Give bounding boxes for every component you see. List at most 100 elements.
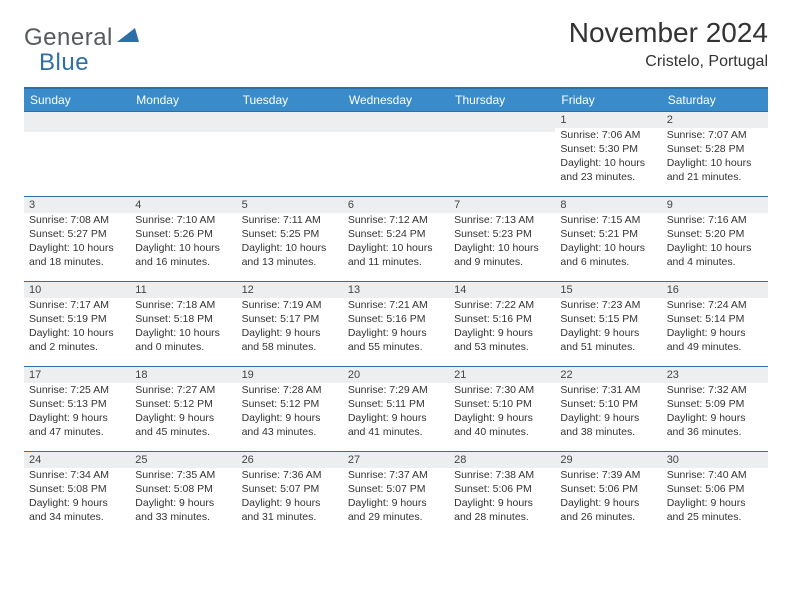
daylight-text: Daylight: 10 hours and 13 minutes. xyxy=(242,241,338,269)
day-cell: 7Sunrise: 7:13 AMSunset: 5:23 PMDaylight… xyxy=(449,196,555,281)
daylight-text: Daylight: 10 hours and 11 minutes. xyxy=(348,241,444,269)
sunset-text: Sunset: 5:06 PM xyxy=(454,482,550,496)
daylight-text: Daylight: 10 hours and 6 minutes. xyxy=(560,241,656,269)
day-detail: Sunrise: 7:18 AMSunset: 5:18 PMDaylight:… xyxy=(130,298,236,359)
day-number: 1 xyxy=(555,112,661,128)
sunset-text: Sunset: 5:21 PM xyxy=(560,227,656,241)
day-detail: Sunrise: 7:22 AMSunset: 5:16 PMDaylight:… xyxy=(449,298,555,359)
day-cell: 16Sunrise: 7:24 AMSunset: 5:14 PMDayligh… xyxy=(662,281,768,366)
page: General November 2024 Cristelo, Portugal… xyxy=(0,0,792,554)
sunrise-text: Sunrise: 7:13 AM xyxy=(454,213,550,227)
sunset-text: Sunset: 5:12 PM xyxy=(242,397,338,411)
sunset-text: Sunset: 5:14 PM xyxy=(667,312,763,326)
day-cell: 25Sunrise: 7:35 AMSunset: 5:08 PMDayligh… xyxy=(130,451,236,536)
daylight-text: Daylight: 9 hours and 26 minutes. xyxy=(560,496,656,524)
empty-day xyxy=(24,112,130,132)
daylight-text: Daylight: 10 hours and 9 minutes. xyxy=(454,241,550,269)
day-number: 25 xyxy=(130,452,236,468)
day-number: 27 xyxy=(343,452,449,468)
day-cell: 8Sunrise: 7:15 AMSunset: 5:21 PMDaylight… xyxy=(555,196,661,281)
day-number: 8 xyxy=(555,197,661,213)
day-number: 22 xyxy=(555,367,661,383)
day-detail: Sunrise: 7:30 AMSunset: 5:10 PMDaylight:… xyxy=(449,383,555,444)
day-cell xyxy=(237,111,343,196)
sunset-text: Sunset: 5:08 PM xyxy=(29,482,125,496)
sunset-text: Sunset: 5:23 PM xyxy=(454,227,550,241)
day-number: 4 xyxy=(130,197,236,213)
title-block: November 2024 Cristelo, Portugal xyxy=(569,18,768,71)
day-cell: 24Sunrise: 7:34 AMSunset: 5:08 PMDayligh… xyxy=(24,451,130,536)
sunrise-text: Sunrise: 7:34 AM xyxy=(29,468,125,482)
sunset-text: Sunset: 5:09 PM xyxy=(667,397,763,411)
sunset-text: Sunset: 5:28 PM xyxy=(667,142,763,156)
day-header: Thursday xyxy=(449,88,555,112)
day-cell: 28Sunrise: 7:38 AMSunset: 5:06 PMDayligh… xyxy=(449,451,555,536)
calendar-head: SundayMondayTuesdayWednesdayThursdayFrid… xyxy=(24,88,768,112)
day-number: 29 xyxy=(555,452,661,468)
day-number: 12 xyxy=(237,282,343,298)
sunset-text: Sunset: 5:11 PM xyxy=(348,397,444,411)
day-number: 15 xyxy=(555,282,661,298)
empty-day xyxy=(449,112,555,132)
sunset-text: Sunset: 5:16 PM xyxy=(454,312,550,326)
sunrise-text: Sunrise: 7:11 AM xyxy=(242,213,338,227)
day-number: 14 xyxy=(449,282,555,298)
day-detail: Sunrise: 7:13 AMSunset: 5:23 PMDaylight:… xyxy=(449,213,555,274)
day-cell: 23Sunrise: 7:32 AMSunset: 5:09 PMDayligh… xyxy=(662,366,768,451)
day-number: 23 xyxy=(662,367,768,383)
brand-general: General xyxy=(24,24,113,52)
sunset-text: Sunset: 5:26 PM xyxy=(135,227,231,241)
sunrise-text: Sunrise: 7:24 AM xyxy=(667,298,763,312)
day-cell: 17Sunrise: 7:25 AMSunset: 5:13 PMDayligh… xyxy=(24,366,130,451)
day-detail: Sunrise: 7:06 AMSunset: 5:30 PMDaylight:… xyxy=(555,128,661,189)
day-cell xyxy=(130,111,236,196)
day-detail: Sunrise: 7:19 AMSunset: 5:17 PMDaylight:… xyxy=(237,298,343,359)
day-number: 24 xyxy=(24,452,130,468)
month-title: November 2024 xyxy=(569,18,768,49)
sunset-text: Sunset: 5:27 PM xyxy=(29,227,125,241)
daylight-text: Daylight: 9 hours and 29 minutes. xyxy=(348,496,444,524)
logo-triangle-icon xyxy=(117,26,139,47)
day-cell: 1Sunrise: 7:06 AMSunset: 5:30 PMDaylight… xyxy=(555,111,661,196)
day-cell: 30Sunrise: 7:40 AMSunset: 5:06 PMDayligh… xyxy=(662,451,768,536)
daylight-text: Daylight: 10 hours and 18 minutes. xyxy=(29,241,125,269)
day-detail: Sunrise: 7:24 AMSunset: 5:14 PMDaylight:… xyxy=(662,298,768,359)
sunrise-text: Sunrise: 7:15 AM xyxy=(560,213,656,227)
location-title: Cristelo, Portugal xyxy=(569,53,768,71)
sunrise-text: Sunrise: 7:31 AM xyxy=(560,383,656,397)
daylight-text: Daylight: 9 hours and 25 minutes. xyxy=(667,496,763,524)
day-cell: 14Sunrise: 7:22 AMSunset: 5:16 PMDayligh… xyxy=(449,281,555,366)
day-cell: 11Sunrise: 7:18 AMSunset: 5:18 PMDayligh… xyxy=(130,281,236,366)
day-number: 21 xyxy=(449,367,555,383)
sunset-text: Sunset: 5:30 PM xyxy=(560,142,656,156)
sunrise-text: Sunrise: 7:10 AM xyxy=(135,213,231,227)
sunrise-text: Sunrise: 7:28 AM xyxy=(242,383,338,397)
day-cell: 3Sunrise: 7:08 AMSunset: 5:27 PMDaylight… xyxy=(24,196,130,281)
daylight-text: Daylight: 9 hours and 40 minutes. xyxy=(454,411,550,439)
day-number: 9 xyxy=(662,197,768,213)
day-cell: 15Sunrise: 7:23 AMSunset: 5:15 PMDayligh… xyxy=(555,281,661,366)
day-number: 10 xyxy=(24,282,130,298)
day-detail: Sunrise: 7:35 AMSunset: 5:08 PMDaylight:… xyxy=(130,468,236,529)
day-number: 28 xyxy=(449,452,555,468)
day-header: Tuesday xyxy=(237,88,343,112)
daylight-text: Daylight: 9 hours and 55 minutes. xyxy=(348,326,444,354)
day-number: 20 xyxy=(343,367,449,383)
sunrise-text: Sunrise: 7:06 AM xyxy=(560,128,656,142)
daylight-text: Daylight: 9 hours and 51 minutes. xyxy=(560,326,656,354)
sunset-text: Sunset: 5:06 PM xyxy=(667,482,763,496)
day-cell: 6Sunrise: 7:12 AMSunset: 5:24 PMDaylight… xyxy=(343,196,449,281)
sunrise-text: Sunrise: 7:08 AM xyxy=(29,213,125,227)
daylight-text: Daylight: 9 hours and 58 minutes. xyxy=(242,326,338,354)
sunset-text: Sunset: 5:20 PM xyxy=(667,227,763,241)
daylight-text: Daylight: 9 hours and 38 minutes. xyxy=(560,411,656,439)
day-cell: 12Sunrise: 7:19 AMSunset: 5:17 PMDayligh… xyxy=(237,281,343,366)
day-detail: Sunrise: 7:39 AMSunset: 5:06 PMDaylight:… xyxy=(555,468,661,529)
day-number: 13 xyxy=(343,282,449,298)
sunrise-text: Sunrise: 7:18 AM xyxy=(135,298,231,312)
day-number: 2 xyxy=(662,112,768,128)
sunset-text: Sunset: 5:25 PM xyxy=(242,227,338,241)
day-cell xyxy=(449,111,555,196)
sunrise-text: Sunrise: 7:19 AM xyxy=(242,298,338,312)
day-detail: Sunrise: 7:10 AMSunset: 5:26 PMDaylight:… xyxy=(130,213,236,274)
